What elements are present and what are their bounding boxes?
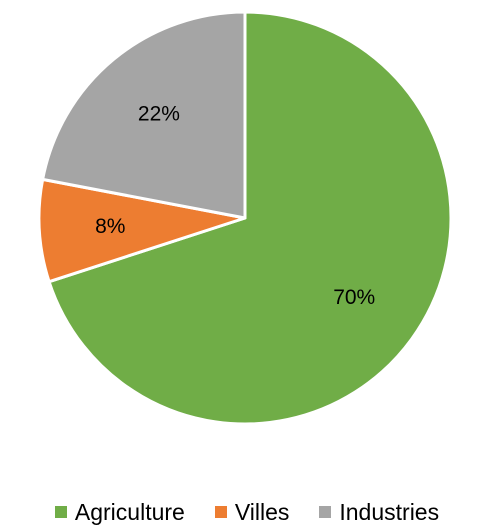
- data-label-agriculture: 70%: [333, 286, 375, 309]
- legend-entry-villes: Villes: [214, 498, 290, 526]
- legend-label-agriculture: Agriculture: [74, 498, 185, 525]
- data-label-industries: 22%: [138, 102, 180, 125]
- legend-entry-agriculture: Agriculture: [54, 498, 185, 526]
- pie-slice-villes: [37, 177, 247, 284]
- chart-legend: Agriculture Villes Industries: [0, 496, 494, 528]
- data-label-villes: 8%: [95, 215, 125, 238]
- legend-swatch-agriculture: [54, 506, 67, 518]
- legend-label-industries: Industries: [339, 498, 440, 525]
- pie-slice-industries: [41, 10, 247, 220]
- legend-swatch-industries: [319, 506, 332, 518]
- legend-swatch-villes: [214, 506, 227, 518]
- pie-slice-agriculture: [47, 10, 453, 426]
- legend-label-villes: Villes: [234, 498, 290, 525]
- legend-entry-industries: Industries: [319, 499, 439, 526]
- pie-chart-plot: 70% 8% 22%: [37, 10, 453, 426]
